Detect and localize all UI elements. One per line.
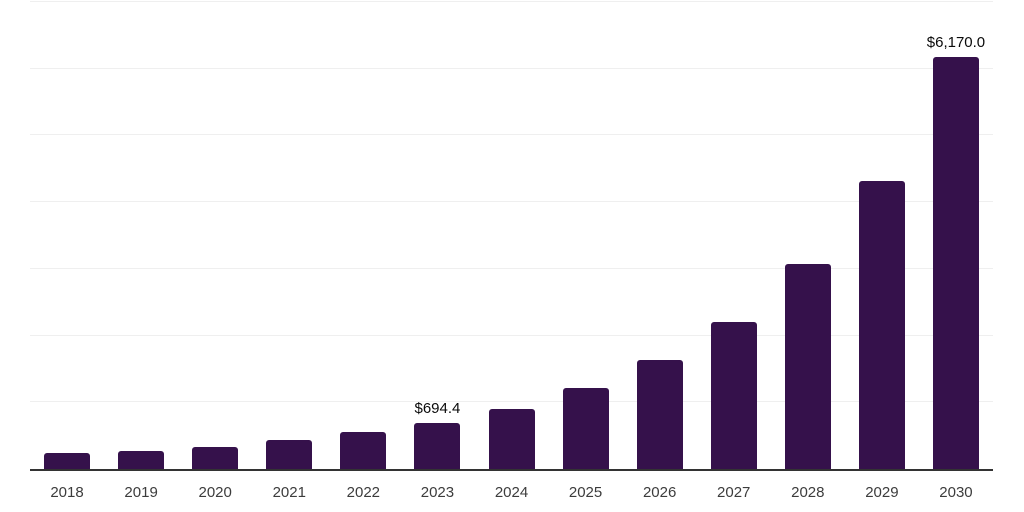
x-axis-labels: 2018 2019 2020 2021 2022 2023 2024 2025 2026 2027…	[30, 484, 993, 504]
x-tick-2019: 2019	[124, 484, 158, 501]
gridline-1000	[30, 401, 993, 403]
x-tick-2020: 2020	[198, 484, 232, 501]
x-tick-2021: 2021	[272, 484, 306, 501]
bar-2024[interactable]	[488, 408, 535, 469]
x-tick-2028: 2028	[791, 484, 825, 501]
bar-2028[interactable]	[784, 263, 831, 469]
bar-2027[interactable]	[710, 321, 757, 469]
gridline-6000	[30, 67, 993, 69]
bar-2018[interactable]	[44, 452, 91, 469]
bar-2030[interactable]	[932, 57, 979, 469]
bar-2026[interactable]	[636, 360, 683, 469]
bar-2021[interactable]	[266, 439, 313, 469]
plot-area: $694.4 $6,170.0	[30, 1, 993, 471]
data-label-2023: $694.4	[414, 399, 461, 417]
bar-2029[interactable]	[858, 180, 905, 469]
data-label-2030: $6,170.0	[926, 34, 986, 52]
x-tick-2030: 2030	[939, 484, 973, 501]
bar-2023[interactable]	[414, 422, 461, 469]
bar-2020[interactable]	[192, 446, 239, 469]
bar-2022[interactable]	[340, 431, 387, 469]
x-tick-2024: 2024	[494, 484, 529, 501]
gridline-4000	[30, 201, 993, 203]
gridline-7000	[30, 1, 993, 2]
x-tick-2029: 2029	[865, 484, 899, 501]
bar-2025[interactable]	[562, 387, 609, 469]
x-tick-2018: 2018	[50, 484, 84, 501]
x-tick-2022: 2022	[346, 484, 381, 501]
bar-2019[interactable]	[118, 451, 165, 469]
gridline-5000	[30, 134, 993, 136]
x-tick-2025: 2025	[568, 484, 603, 501]
x-tick-2026: 2026	[642, 484, 677, 501]
x-tick-2027: 2027	[717, 484, 751, 501]
gridline-3000	[30, 267, 993, 269]
x-tick-2023: 2023	[420, 484, 455, 501]
gridline-2000	[30, 334, 993, 336]
